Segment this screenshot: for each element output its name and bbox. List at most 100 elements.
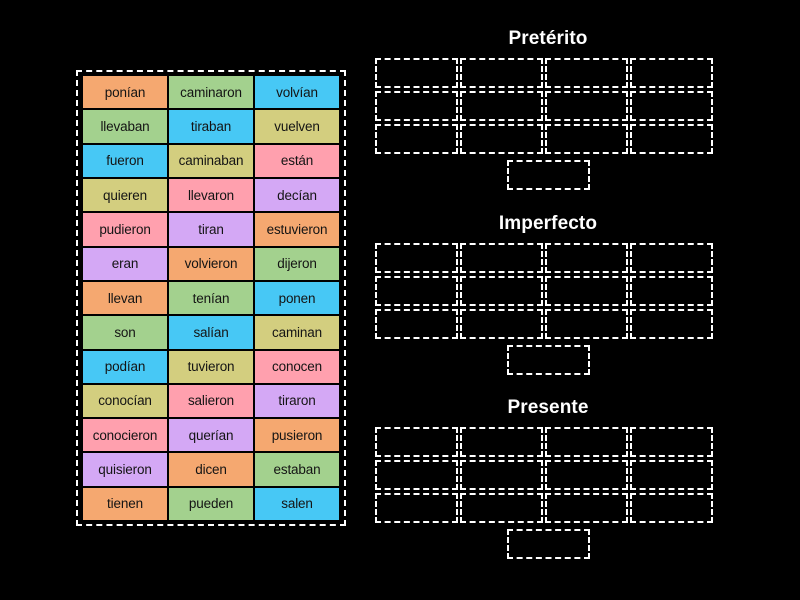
word-tile[interactable]: llevan [83,281,167,315]
drop-zone-title-preterito: Pretérito [508,28,588,49]
drop-slot[interactable] [375,493,458,523]
word-tile[interactable]: decían [255,178,339,212]
drop-zone-imperfecto[interactable]: Imperfecto [370,213,726,378]
slot-grid-imperfecto[interactable] [374,243,722,342]
word-tile[interactable]: caminan [255,316,339,349]
word-tile[interactable]: estuvieron [255,213,339,246]
drop-zone-presente[interactable]: Presente [370,397,726,562]
drop-slot[interactable] [506,160,590,190]
drop-slot[interactable] [460,493,543,523]
word-tile[interactable]: tiraban [169,110,253,143]
word-tile[interactable]: conocieron [83,419,167,452]
word-tile[interactable]: tiran [169,213,253,246]
drop-slot[interactable] [460,58,543,88]
word-tile[interactable]: tuvieron [169,350,253,383]
drop-slot[interactable] [375,58,458,88]
drop-slot[interactable] [630,460,713,490]
drop-slot[interactable] [375,124,458,154]
drop-slot[interactable] [545,124,628,154]
tile-row: quisieron dicen estaban [82,452,340,486]
word-tile[interactable]: llevaron [169,178,253,212]
tile-row: eran volvieron dijeron [82,247,340,281]
word-tile[interactable]: fueron [83,144,167,177]
drop-slot[interactable] [460,276,543,306]
drop-slot[interactable] [506,529,590,559]
drop-slot[interactable] [375,276,458,306]
drop-slot[interactable] [630,243,713,273]
word-tile[interactable]: tienen [83,487,167,521]
word-tile[interactable]: están [255,144,339,177]
drop-slot[interactable] [460,460,543,490]
tile-row: tienen pueden salen [82,487,340,521]
word-tile[interactable]: ponen [255,281,339,315]
word-tile[interactable]: volvieron [169,247,253,280]
word-tile[interactable]: volvían [255,76,339,109]
drop-slot[interactable] [545,58,628,88]
word-tile[interactable]: son [83,316,167,349]
drop-zone-title-imperfecto: Imperfecto [498,213,598,234]
drop-slot[interactable] [460,124,543,154]
slot-extra-row-imperfecto[interactable] [374,345,722,378]
slot-grid-preterito[interactable] [374,58,722,157]
tile-row: conocieron querían pusieron [82,418,340,452]
drop-slot[interactable] [460,427,543,457]
word-tile[interactable]: eran [83,247,167,280]
word-tile[interactable]: estaban [255,453,339,486]
slot-extra-row-preterito[interactable] [374,160,722,193]
word-tile[interactable]: salen [255,487,339,521]
tile-row: llevan tenían ponen [82,281,340,315]
drop-slot[interactable] [545,276,628,306]
word-tile[interactable]: podían [83,350,167,383]
word-tile[interactable]: caminaron [169,76,253,109]
drop-slot[interactable] [460,91,543,121]
drop-slot[interactable] [375,243,458,273]
word-tile[interactable]: dicen [169,453,253,486]
word-tile[interactable]: pueden [169,487,253,521]
word-tile[interactable]: dijeron [255,247,339,280]
word-tile[interactable]: ponían [83,76,167,109]
tile-row: quieren llevaron decían [82,178,340,212]
word-tile[interactable]: llevaban [83,110,167,143]
drop-slot[interactable] [630,493,713,523]
word-tile-bank[interactable]: ponían caminaron volvían llevaban tiraban vue… [76,70,346,526]
tile-row: llevaban tiraban vuelven [82,109,340,143]
drop-slot[interactable] [375,427,458,457]
drop-zone-preterito[interactable]: Pretérito [370,28,726,193]
word-tile[interactable]: salieron [169,384,253,418]
word-tile[interactable]: caminaban [169,144,253,177]
word-tile[interactable]: pusieron [255,419,339,452]
tile-row: conocían salieron tiraron [82,384,340,418]
drop-slot[interactable] [375,460,458,490]
drop-slot[interactable] [545,243,628,273]
drop-slot[interactable] [630,124,713,154]
drop-slot[interactable] [630,427,713,457]
drop-slot[interactable] [630,91,713,121]
word-tile[interactable]: quisieron [83,453,167,486]
drop-slot[interactable] [375,309,458,339]
slot-grid-presente[interactable] [374,427,722,526]
word-tile[interactable]: tenían [169,281,253,315]
drop-slot[interactable] [506,345,590,375]
drop-slot[interactable] [460,243,543,273]
word-tile[interactable]: querían [169,419,253,452]
word-tile[interactable]: quieren [83,178,167,212]
drop-slot[interactable] [545,460,628,490]
drop-slot[interactable] [375,91,458,121]
drop-slot[interactable] [630,309,713,339]
word-tile[interactable]: conocen [255,350,339,383]
word-tile[interactable]: pudieron [83,213,167,246]
word-tile[interactable]: salían [169,316,253,349]
drop-slot[interactable] [630,276,713,306]
drop-slot[interactable] [545,493,628,523]
drop-slot[interactable] [630,58,713,88]
slot-extra-row-presente[interactable] [374,529,722,562]
drop-slot[interactable] [545,91,628,121]
tile-row: fueron caminaban están [82,144,340,178]
word-tile[interactable]: tiraron [255,384,339,418]
drop-slot[interactable] [545,427,628,457]
drop-slot[interactable] [460,309,543,339]
word-tile[interactable]: conocían [83,384,167,418]
drop-slot[interactable] [545,309,628,339]
word-tile[interactable]: vuelven [255,110,339,143]
